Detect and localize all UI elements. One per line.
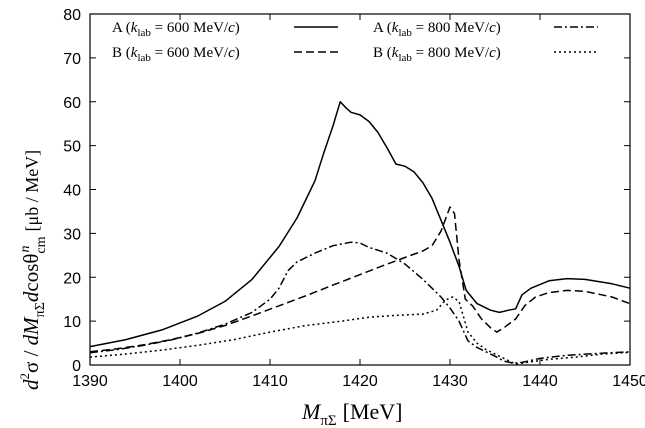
plot-border — [89, 13, 631, 366]
y-axis-label: d2σ / dMπΣdcosθcmn[μb / MeV] — [17, 150, 49, 390]
y-tick-label: 40 — [63, 183, 81, 200]
y-tick-label: 10 — [63, 314, 81, 331]
series-line-1 — [89, 206, 631, 353]
y-tick-label: 0 — [72, 358, 81, 375]
x-tick-label: 1440 — [522, 373, 558, 390]
y-tick-label: 20 — [63, 270, 81, 287]
series-line-2 — [89, 241, 631, 364]
y-tick-label: 60 — [63, 95, 81, 112]
x-tick-label: 1450 — [612, 373, 645, 390]
x-tick-label: 1420 — [342, 373, 378, 390]
x-tick-label: 1400 — [162, 373, 198, 390]
x-axis-label: MπΣ [MeV] — [301, 399, 403, 428]
y-tick-label: 70 — [63, 51, 81, 68]
axis-frame — [89, 13, 631, 366]
y-tick-label: 30 — [63, 226, 81, 243]
x-tick-label: 1390 — [72, 373, 108, 390]
x-tick-label: 1410 — [252, 373, 288, 390]
y-tick-label: 80 — [63, 7, 81, 24]
legend-label: A (klab = 800 MeV/c) — [373, 20, 501, 39]
legend-label: B (klab = 800 MeV/c) — [373, 45, 501, 64]
series-lines — [89, 101, 631, 365]
x-tick-label: 1430 — [432, 373, 468, 390]
y-tick-label: 50 — [63, 139, 81, 156]
series-line-3 — [89, 296, 631, 365]
series-line-0 — [89, 101, 631, 348]
legend: A (klab = 600 MeV/c) A (klab = 800 MeV/c)… — [112, 20, 598, 64]
ticks: 1390 1400 1410 1420 1430 1440 1450 0 10 20 30 40 50 6… — [63, 7, 645, 390]
legend-label: A (klab = 600 MeV/c) — [112, 20, 240, 39]
legend-label: B (klab = 600 MeV/c) — [112, 45, 240, 64]
